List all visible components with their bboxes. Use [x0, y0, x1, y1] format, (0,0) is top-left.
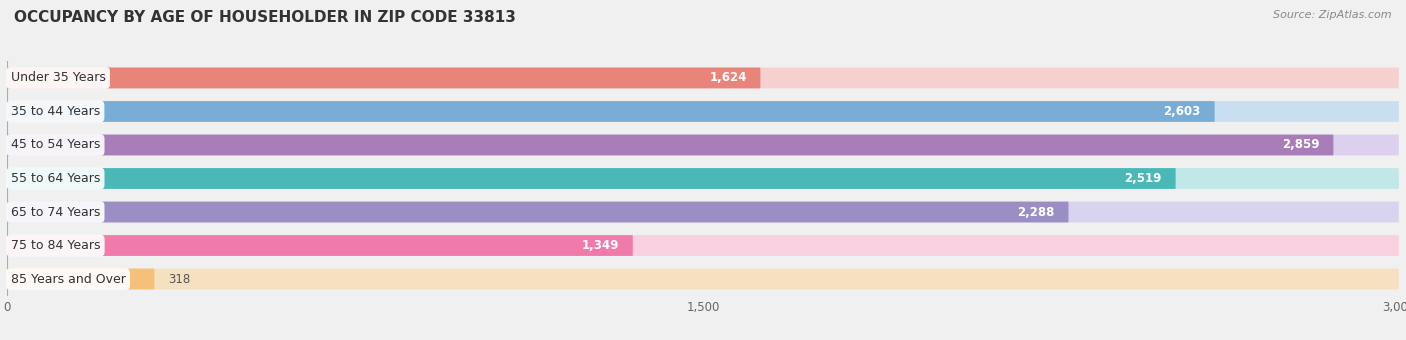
FancyBboxPatch shape [7, 101, 1399, 122]
FancyBboxPatch shape [7, 269, 1399, 289]
Text: 318: 318 [169, 273, 191, 286]
Text: 2,288: 2,288 [1018, 205, 1054, 219]
FancyBboxPatch shape [7, 235, 633, 256]
Text: OCCUPANCY BY AGE OF HOUSEHOLDER IN ZIP CODE 33813: OCCUPANCY BY AGE OF HOUSEHOLDER IN ZIP C… [14, 10, 516, 25]
Text: 2,859: 2,859 [1282, 138, 1320, 152]
FancyBboxPatch shape [7, 202, 1399, 222]
Text: 2,603: 2,603 [1164, 105, 1201, 118]
Text: 2,519: 2,519 [1125, 172, 1161, 185]
FancyBboxPatch shape [7, 269, 155, 289]
Text: 1,624: 1,624 [709, 71, 747, 84]
FancyBboxPatch shape [7, 68, 761, 88]
Text: Under 35 Years: Under 35 Years [11, 71, 105, 84]
FancyBboxPatch shape [7, 168, 1399, 189]
Text: Source: ZipAtlas.com: Source: ZipAtlas.com [1274, 10, 1392, 20]
Text: 1,349: 1,349 [582, 239, 619, 252]
FancyBboxPatch shape [7, 235, 1399, 256]
FancyBboxPatch shape [7, 135, 1399, 155]
FancyBboxPatch shape [7, 202, 1069, 222]
Text: 35 to 44 Years: 35 to 44 Years [11, 105, 100, 118]
Text: 55 to 64 Years: 55 to 64 Years [11, 172, 100, 185]
Text: 45 to 54 Years: 45 to 54 Years [11, 138, 100, 152]
FancyBboxPatch shape [7, 101, 1215, 122]
FancyBboxPatch shape [7, 68, 1399, 88]
Text: 85 Years and Over: 85 Years and Over [11, 273, 125, 286]
Text: 75 to 84 Years: 75 to 84 Years [11, 239, 100, 252]
FancyBboxPatch shape [7, 135, 1333, 155]
Text: 65 to 74 Years: 65 to 74 Years [11, 205, 100, 219]
FancyBboxPatch shape [7, 168, 1175, 189]
